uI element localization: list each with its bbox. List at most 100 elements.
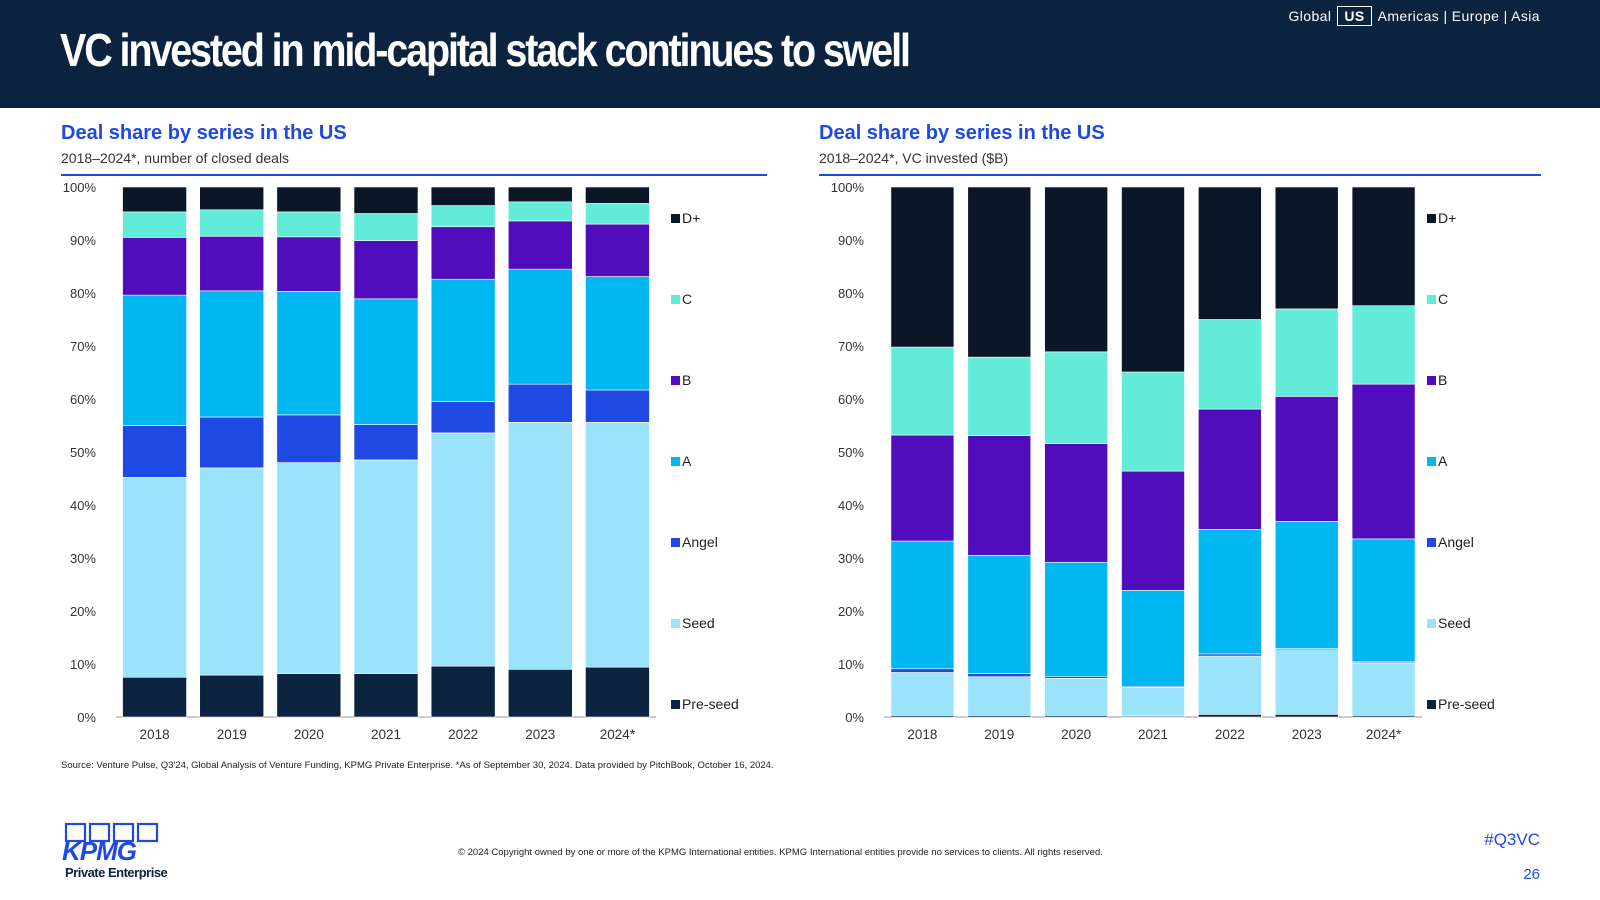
legend-label: D+ <box>1438 210 1456 226</box>
x-tick-label: 2024* <box>600 727 636 742</box>
y-tick-label: 0% <box>77 710 96 725</box>
legend-label: Seed <box>682 615 715 631</box>
bar-segment-a <box>967 555 1032 674</box>
bar-segment-pre-seed <box>276 673 342 718</box>
y-tick-label: 30% <box>70 551 96 566</box>
legend-swatch <box>671 457 680 466</box>
y-tick-label: 20% <box>70 604 96 619</box>
bar-segment-angel <box>430 401 496 434</box>
bar-segment-d- <box>430 186 496 206</box>
bar-segment-b <box>122 237 187 296</box>
right-chart-rule <box>819 174 1541 176</box>
left-chart-rule <box>61 174 767 176</box>
region-global-link[interactable]: Global <box>1288 8 1332 24</box>
legend-swatch <box>671 376 680 385</box>
legend-label: Angel <box>682 534 718 550</box>
legend-swatch <box>1427 295 1436 304</box>
region-us-selected[interactable]: US <box>1337 6 1372 26</box>
bar-segment-angel <box>507 383 573 423</box>
bar-segment-angel <box>1198 653 1262 657</box>
bar-segment-b <box>199 235 265 292</box>
bar-segment-d- <box>585 186 650 204</box>
bar-segment-seed <box>1351 662 1416 716</box>
legend-swatch <box>671 295 680 304</box>
y-tick-label: 10% <box>70 657 96 672</box>
bar-segment-c <box>1044 351 1108 444</box>
y-tick-label: 40% <box>838 498 864 513</box>
bar-segment-seed <box>199 467 265 676</box>
bar-segment-b <box>507 220 573 270</box>
bar-segment-a <box>1121 590 1185 687</box>
source-note: Source: Venture Pulse, Q3'24, Global Ana… <box>61 760 774 771</box>
y-tick-label: 20% <box>838 604 864 619</box>
y-tick-label: 60% <box>838 392 864 407</box>
bar-segment-a <box>430 278 496 402</box>
bar-segment-seed <box>1198 655 1262 715</box>
hashtag-label: #Q3VC <box>1484 830 1540 849</box>
legend-label: Pre-seed <box>682 696 739 712</box>
legend-swatch <box>671 538 680 547</box>
region-other-links[interactable]: Americas | Europe | Asia <box>1377 8 1540 24</box>
bar-segment-a <box>122 294 187 426</box>
copyright-note: © 2024 Copyright owned by one or more of… <box>458 847 1103 858</box>
legend-label: D+ <box>682 210 700 226</box>
x-tick-label: 2024* <box>1366 727 1402 742</box>
bar-segment-a <box>199 290 265 418</box>
bar-segment-seed <box>967 676 1032 716</box>
y-tick-label: 70% <box>838 339 864 354</box>
x-tick-label: 2021 <box>371 727 401 742</box>
page-title: VC invested in mid-capital stack continu… <box>60 24 911 76</box>
x-tick-label: 2023 <box>525 727 555 742</box>
logo-subtext: Private Enterprise <box>65 865 168 880</box>
bar-segment-c <box>1274 308 1339 397</box>
bar-segment-c <box>507 201 573 222</box>
bar-segment-b <box>353 240 419 300</box>
bar-segment-a <box>1351 538 1416 663</box>
bar-segment-angel <box>199 416 265 469</box>
legend-label: B <box>1438 372 1447 388</box>
bar-segment-a <box>507 268 573 385</box>
bar-segment-pre-seed <box>1274 714 1339 718</box>
bar-segment-c <box>890 346 955 436</box>
bar-segment-a <box>276 291 342 416</box>
y-tick-label: 70% <box>70 339 96 354</box>
bar-segment-d- <box>1121 186 1185 373</box>
y-tick-label: 90% <box>70 233 96 248</box>
region-nav: Global US Americas | Europe | Asia <box>1288 6 1540 26</box>
bar-segment-angel <box>967 673 1032 678</box>
bar-segment-seed <box>1274 649 1339 715</box>
x-tick-label: 2021 <box>1138 727 1168 742</box>
bar-segment-d- <box>1044 186 1108 353</box>
bar-segment-seed <box>122 477 187 678</box>
legend-swatch <box>1427 457 1436 466</box>
bar-segment-pre-seed <box>353 673 419 718</box>
y-tick-label: 80% <box>838 286 864 301</box>
header-bar: VC invested in mid-capital stack continu… <box>0 0 1600 108</box>
bar-segment-d- <box>276 186 342 213</box>
bar-segment-pre-seed <box>430 665 496 718</box>
bar-segment-b <box>1351 383 1416 540</box>
legend-label: Seed <box>1438 615 1471 631</box>
legend-label: Angel <box>1438 534 1474 550</box>
right-chart-subtitle: 2018–2024*, VC invested ($B) <box>819 150 1009 166</box>
bar-segment-pre-seed <box>585 666 650 718</box>
left-chart-subtitle: 2018–2024*, number of closed deals <box>61 150 290 166</box>
bar-segment-b <box>1121 470 1185 591</box>
bar-segment-b <box>1198 408 1262 530</box>
legend-swatch <box>1427 214 1436 223</box>
y-tick-label: 90% <box>838 233 864 248</box>
bar-segment-b <box>585 223 650 277</box>
bar-segment-pre-seed <box>1198 714 1262 718</box>
bar-segment-b <box>967 435 1032 556</box>
bar-segment-a <box>585 276 650 391</box>
x-tick-label: 2022 <box>1215 727 1245 742</box>
legend-swatch <box>671 700 680 709</box>
bar-segment-d- <box>353 186 419 214</box>
kpmg-logo: KPMG Private Enterprise <box>62 822 168 880</box>
legend-swatch <box>1427 700 1436 709</box>
bar-segment-d- <box>967 186 1032 358</box>
bar-segment-a <box>1198 529 1262 655</box>
bar-segment-a <box>353 298 419 425</box>
bar-segment-pre-seed <box>507 668 573 718</box>
y-tick-label: 30% <box>838 551 864 566</box>
